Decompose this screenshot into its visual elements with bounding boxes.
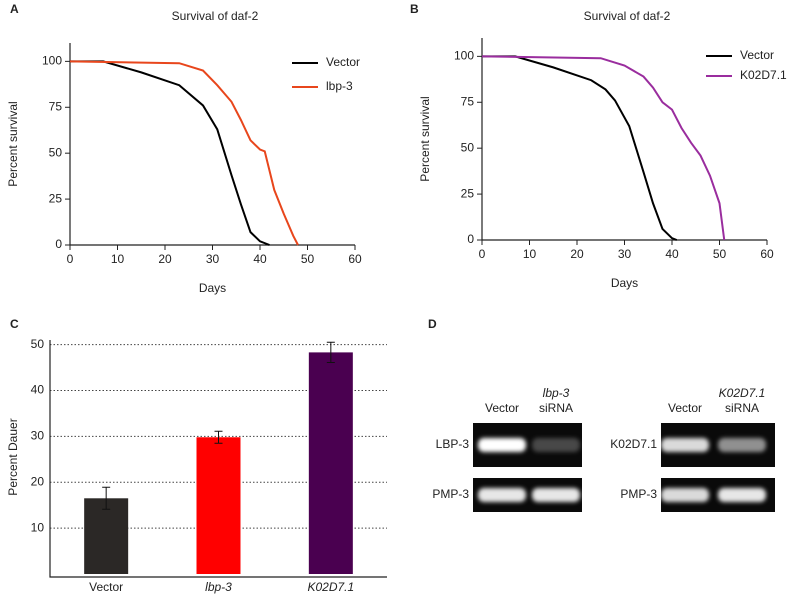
y-tick-label: 0 xyxy=(467,232,474,246)
error-bar xyxy=(214,430,223,444)
x-tick-label: 60 xyxy=(348,252,362,266)
lane-sublabel: siRNA xyxy=(539,401,573,415)
y-tick-label: 50 xyxy=(49,145,63,159)
row-label: PMP-3 xyxy=(432,487,469,501)
x-tick-label: 30 xyxy=(618,247,632,261)
x-tick-label: 40 xyxy=(665,247,679,261)
gel-band xyxy=(661,438,709,452)
axis xyxy=(49,340,387,578)
bar xyxy=(196,437,241,574)
gel-band xyxy=(478,438,526,452)
x-tick-label: 0 xyxy=(479,247,486,261)
legend-label: Vector xyxy=(326,55,360,69)
lane-label: Vector xyxy=(485,401,519,415)
panel-letter: C xyxy=(10,317,19,331)
y-tick-label: 50 xyxy=(31,337,45,351)
x-tick-label: 50 xyxy=(713,247,727,261)
error-bar xyxy=(326,341,335,363)
x-tick-label: 10 xyxy=(111,252,125,266)
x-tick-label: 20 xyxy=(158,252,172,266)
y-tick-label: 100 xyxy=(454,49,474,63)
chart-title: Survival of daf-2 xyxy=(584,9,671,23)
survival-line xyxy=(70,60,270,246)
survival-line xyxy=(482,55,678,241)
gel-band xyxy=(532,488,580,502)
legend-label: K02D7.1 xyxy=(740,68,787,82)
x-tick-label: 50 xyxy=(301,252,315,266)
lane-label: lbp-3 xyxy=(543,386,570,400)
panel-letter: A xyxy=(10,2,19,16)
y-tick-label: 100 xyxy=(42,54,62,68)
x-tick-label: 10 xyxy=(523,247,537,261)
error-bar xyxy=(102,486,111,510)
survival-line xyxy=(481,55,726,241)
y-tick-label: 25 xyxy=(461,186,475,200)
y-tick-label: 30 xyxy=(31,429,45,443)
lane-sublabel: siRNA xyxy=(725,401,759,415)
y-tick-label: 10 xyxy=(31,520,45,534)
y-tick-label: 75 xyxy=(49,99,63,113)
panel-letter: D xyxy=(428,317,437,331)
y-tick-label: 0 xyxy=(55,237,62,251)
gel-band xyxy=(532,438,580,452)
survival-line xyxy=(69,60,299,246)
gel-band xyxy=(718,438,766,452)
y-axis-label: Percent survival xyxy=(418,96,432,181)
x-axis-label: Days xyxy=(199,281,226,295)
x-tick-label: 60 xyxy=(760,247,774,261)
x-tick-label: 20 xyxy=(570,247,584,261)
y-tick-label: 75 xyxy=(461,94,475,108)
gel-band xyxy=(718,488,766,502)
gel-band xyxy=(478,488,526,502)
lane-label: Vector xyxy=(668,401,702,415)
panel-letter: B xyxy=(410,2,419,16)
bar xyxy=(84,498,129,574)
legend-label: lbp-3 xyxy=(326,79,353,93)
row-label: LBP-3 xyxy=(436,437,470,451)
x-tick-label: 30 xyxy=(206,252,220,266)
row-label: PMP-3 xyxy=(620,487,657,501)
gel-band xyxy=(661,488,709,502)
axis xyxy=(69,43,355,246)
x-tick-label: Vector xyxy=(89,580,123,594)
y-tick-label: 25 xyxy=(49,191,63,205)
x-tick-label: 0 xyxy=(67,252,74,266)
y-tick-label: 40 xyxy=(31,383,45,397)
bar xyxy=(308,352,353,574)
axis xyxy=(481,38,767,241)
y-axis-label: Percent Dauer xyxy=(6,418,20,495)
y-tick-label: 20 xyxy=(31,474,45,488)
chart-title: Survival of daf-2 xyxy=(172,9,259,23)
y-tick-label: 50 xyxy=(461,140,475,154)
x-axis-label: Days xyxy=(611,276,638,290)
legend-label: Vector xyxy=(740,48,774,62)
x-tick-label: K02D7.1 xyxy=(307,580,354,594)
lane-label: K02D7.1 xyxy=(719,386,766,400)
x-tick-label: lbp-3 xyxy=(205,580,232,594)
y-axis-label: Percent survival xyxy=(6,101,20,186)
row-label: K02D7.1 xyxy=(610,437,657,451)
x-tick-label: 40 xyxy=(253,252,267,266)
